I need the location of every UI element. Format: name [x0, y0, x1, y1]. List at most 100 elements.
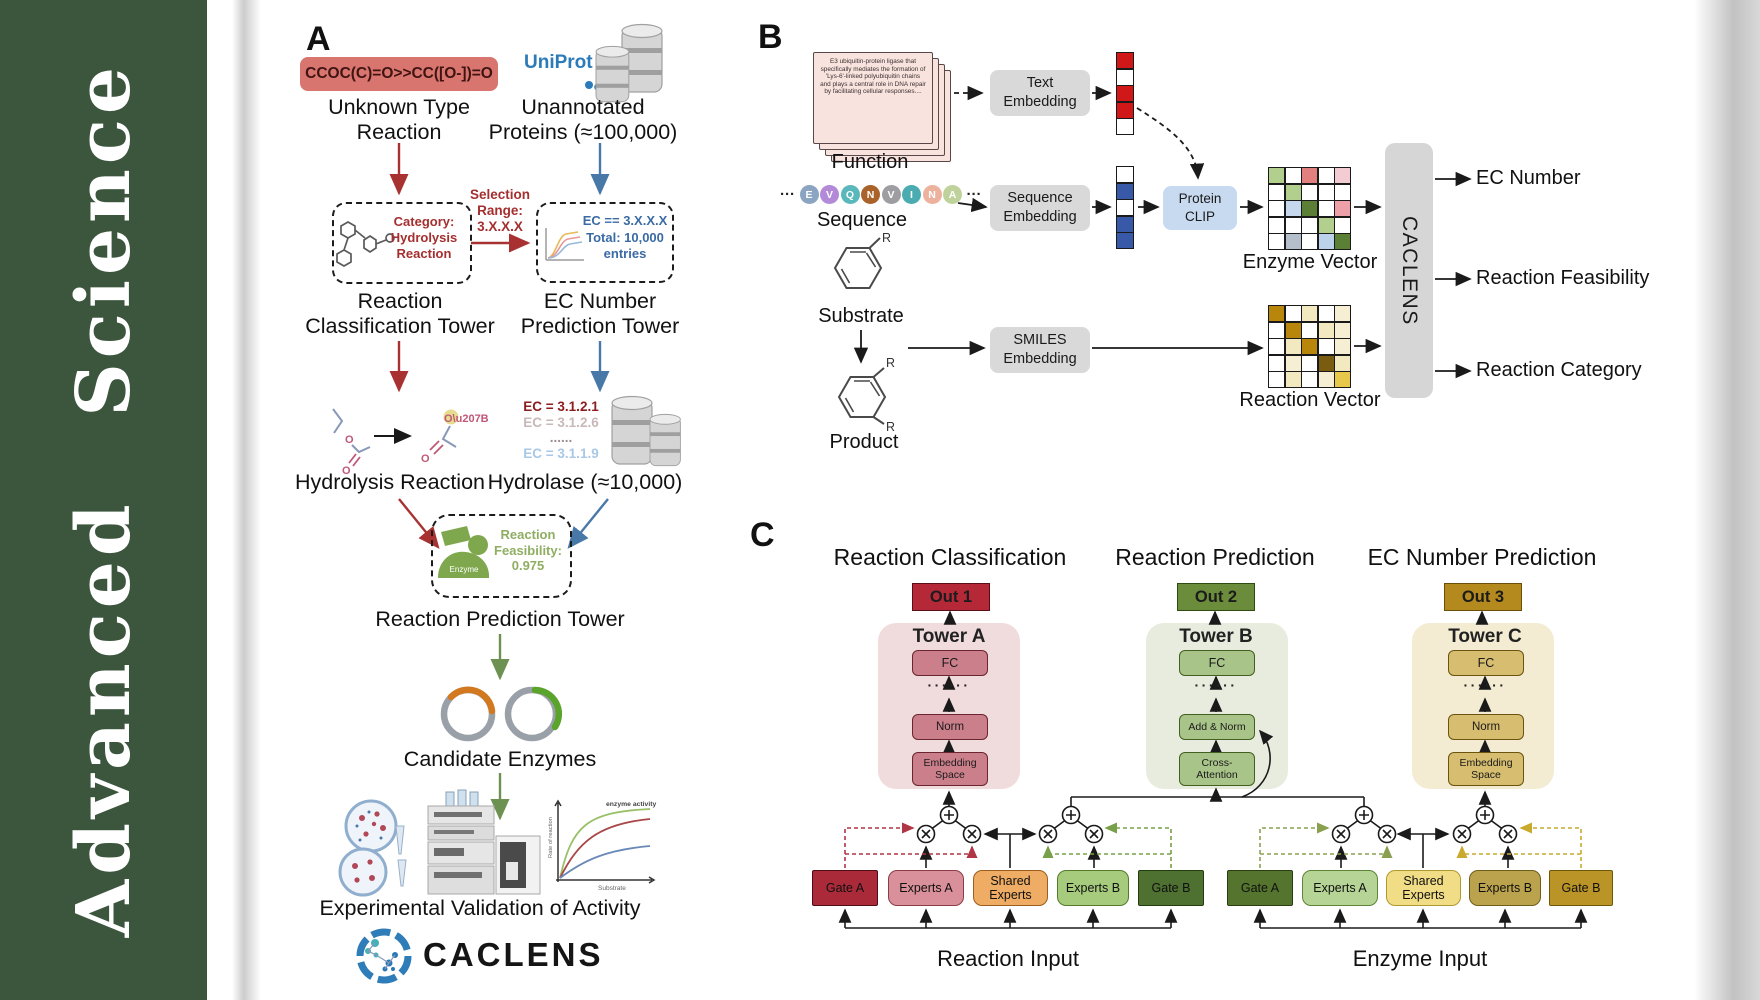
out2-box: Out 2: [1177, 583, 1255, 611]
grid-cell: [1285, 184, 1301, 200]
unknown-reaction-label: Unknown Type Reaction: [328, 95, 470, 144]
grid-cell: [1318, 234, 1334, 250]
svg-text:O: O: [342, 465, 351, 477]
moe-left-shared-experts: Shared Experts: [973, 870, 1048, 906]
panel-b-label: B: [758, 18, 783, 56]
ec-curves-icon: [545, 228, 584, 261]
feasibility-text: Reaction Feasibility: 0.975: [494, 527, 562, 573]
grid-cell: [1269, 339, 1284, 355]
selection-range-text: Selection Range: 3.X.X.X: [469, 187, 531, 234]
residue-circle: E: [799, 185, 819, 204]
panel-c-lines: [838, 610, 1588, 929]
grid-cell: [1285, 201, 1301, 217]
residue-circle: A: [943, 185, 962, 204]
grid-cell: [1335, 339, 1351, 355]
residue-circle: Q: [840, 185, 860, 204]
residue-circle: I: [902, 185, 921, 204]
grid-cell: [1117, 200, 1133, 216]
output-ec-number: EC Number: [1476, 167, 1581, 189]
grid-cell: [1269, 355, 1284, 371]
product-molecule: [837, 367, 887, 425]
grid-cell: [1302, 372, 1318, 388]
reaction-vector-label: Reaction Vector: [1239, 389, 1381, 411]
page-left-shadow: [232, 0, 266, 1000]
hydrolase-label: Hydrolase (≈10,000): [487, 470, 683, 494]
product-label: Product: [829, 431, 899, 453]
tower-b-dots: ······: [1194, 677, 1238, 693]
sequence-ellipsis: ···: [780, 186, 795, 203]
enzyme-icon-label: Enzyme: [450, 565, 479, 574]
grid-cell: [1335, 217, 1351, 233]
grid-cell: [1302, 306, 1318, 321]
column-title-reaction-classification: Reaction Classification: [833, 544, 1067, 570]
substrate-label: Substrate: [818, 305, 904, 327]
graph-ylabel: Rate of reaction: [548, 817, 554, 858]
sequence-residues: ··· E V Q N V I N A ···: [777, 185, 985, 204]
tower-c-embedding-space: Embedding Space: [1448, 752, 1524, 786]
grid-cell: [1269, 322, 1284, 338]
grid-cell: [1335, 201, 1351, 217]
moe-right-gate-b: Gate B: [1549, 870, 1613, 906]
grid-cell: [1318, 201, 1334, 217]
grid-cell: [1318, 322, 1334, 338]
tower-b-add-norm: Add & Norm: [1179, 714, 1255, 740]
grid-cell: [1117, 167, 1133, 182]
sequence-embedding-box: Sequence Embedding: [990, 185, 1090, 231]
reaction-input-label: Reaction Input: [937, 946, 1079, 971]
grid-cell: [1335, 306, 1351, 321]
grid-cell: [1285, 306, 1301, 321]
classification-tower-label: Reaction Classification Tower: [305, 289, 495, 338]
grid-cell: [1335, 372, 1351, 388]
svg-text:O\u207B: O\u207B: [444, 413, 489, 425]
grid-cell: [1335, 168, 1351, 183]
grid-cell: [1302, 234, 1318, 250]
grid-cell: [1318, 217, 1334, 233]
caclens-model-bar: CACLENS: [1385, 143, 1433, 398]
text-vector: [1116, 52, 1134, 136]
grid-cell: [1269, 234, 1284, 250]
aggregation-symbols: [916, 805, 1518, 844]
grid-cell: [1117, 216, 1133, 232]
uniprot-logo-text: UniProt: [524, 52, 593, 73]
function-label: Function: [831, 151, 909, 173]
moe-left-experts-b: Experts B: [1057, 870, 1129, 906]
moe-left-experts-a: Experts A: [888, 870, 964, 906]
enzyme-activity-graph: Rate of reaction Substrate enzyme activi…: [548, 799, 656, 892]
text-embedding-box: Text Embedding: [990, 70, 1090, 116]
ec-number-list: EC = 3.1.2.1 EC = 3.1.2.6...... EC = 3.1.1…: [516, 399, 606, 461]
panel-c-label: C: [750, 516, 775, 554]
grid-cell: [1285, 322, 1301, 338]
smiles-embedding-box: SMILES Embedding: [990, 327, 1090, 373]
grid-cell: [1117, 119, 1133, 135]
svg-text:O: O: [345, 434, 354, 446]
hydrolysis-molecules: O O O\u207B O: [332, 408, 489, 477]
reaction-prediction-tower-box: [431, 514, 572, 598]
experimental-validation-label: Experimental Validation of Activity: [319, 896, 641, 920]
grid-cell: [1318, 355, 1334, 371]
residue-circle: N: [861, 185, 880, 204]
substrate-r-label: R: [882, 231, 892, 245]
prediction-tower-label: Reaction Prediction Tower: [375, 607, 625, 631]
grid-cell: [1335, 234, 1351, 250]
reaction-classification-tower-box: [332, 202, 472, 284]
protein-clip-box: Protein CLIP: [1163, 186, 1237, 230]
ec-prediction-tower-box: [536, 202, 674, 283]
tower-b-name: Tower B: [1179, 626, 1253, 647]
times-icons: [921, 829, 1513, 839]
grid-cell: [1117, 102, 1133, 118]
grid-cell: [1285, 355, 1301, 371]
moe-left-gate-b: Gate B: [1138, 870, 1204, 906]
grid-cell: [1302, 339, 1318, 355]
grid-cell: [1335, 184, 1351, 200]
journal-sidebar: Advanced Science: [0, 0, 207, 1000]
ec-list-item: ......: [549, 430, 573, 445]
ec-list-item: EC = 3.1.2.1: [523, 399, 599, 414]
enzyme-input-label: Enzyme Input: [1352, 946, 1488, 971]
grid-cell: [1335, 355, 1351, 371]
function-card: E3 ubiquitin-protein ligase that specifi…: [813, 52, 933, 144]
smiles-reaction-box: CCOC(C)=O>>CC([O-])=O: [300, 57, 498, 91]
moe-right-experts-b: Experts B: [1469, 870, 1541, 906]
tower-b-fc: FC: [1179, 650, 1255, 676]
